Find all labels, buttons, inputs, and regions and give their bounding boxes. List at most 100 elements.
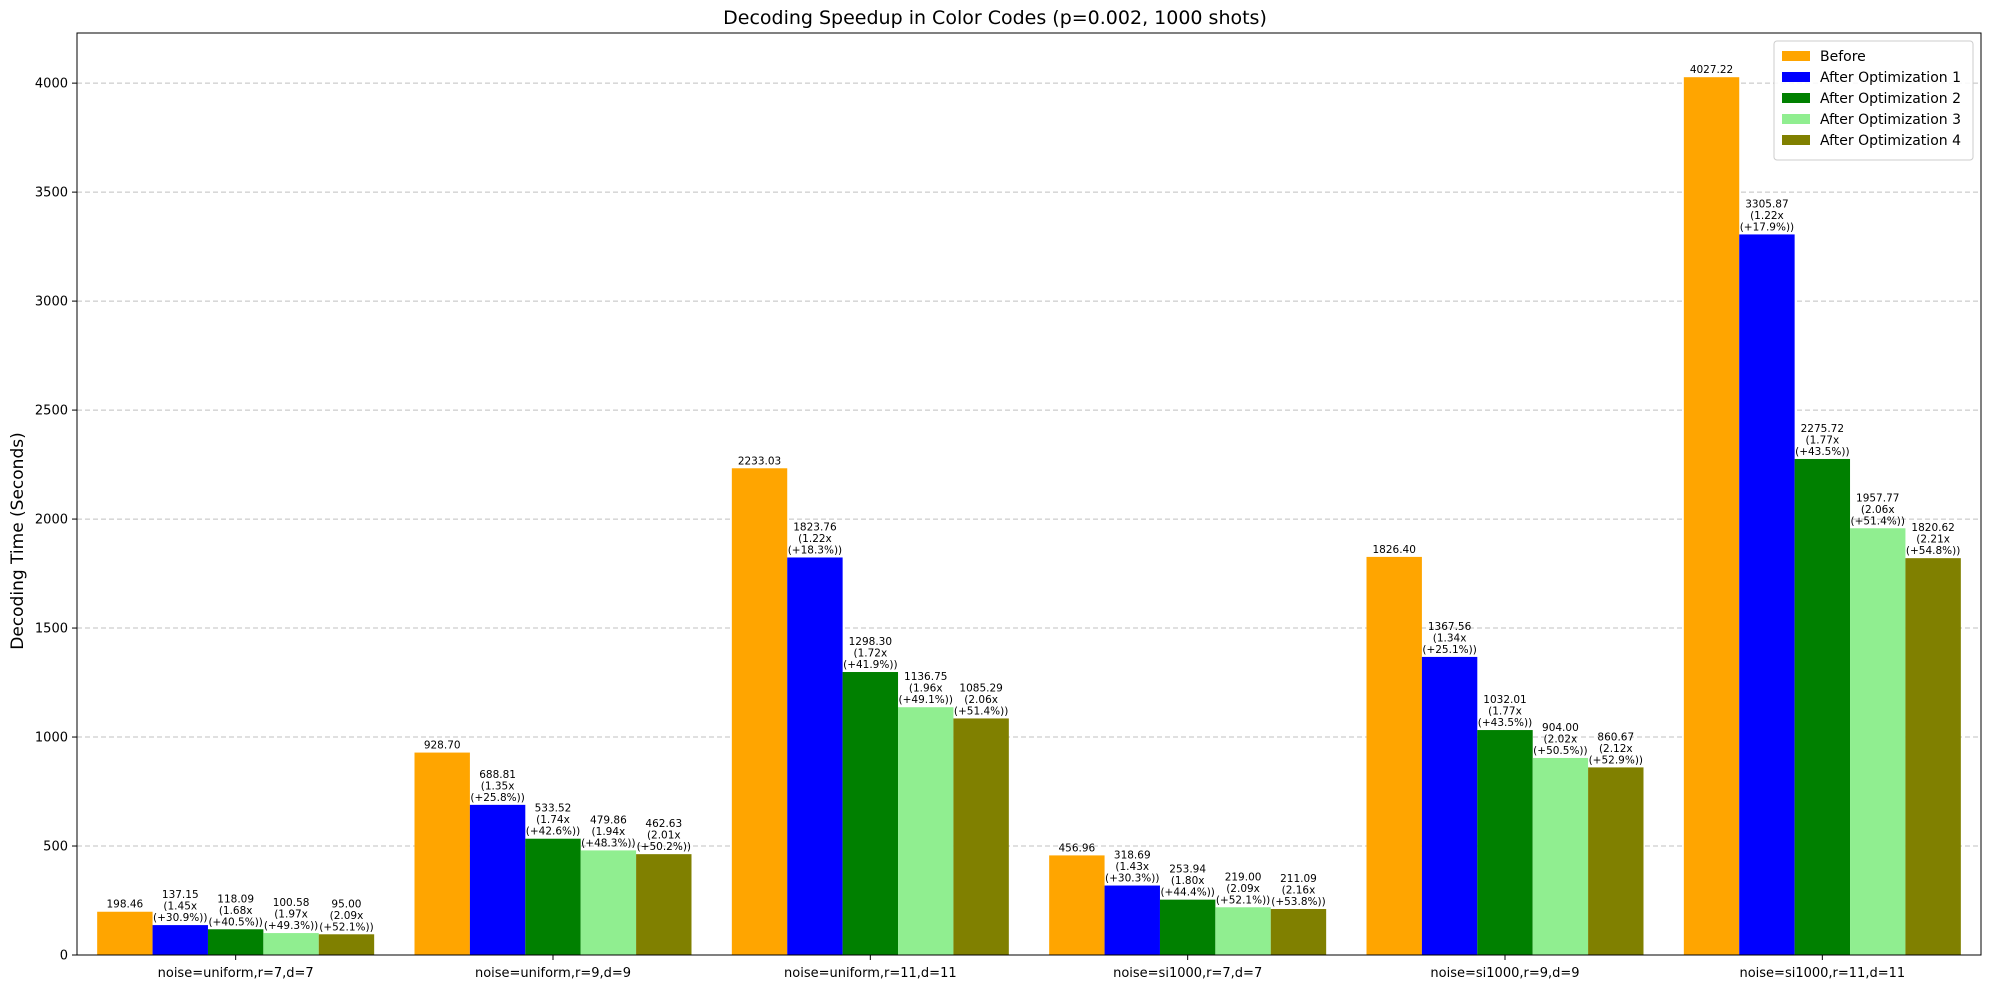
bar-value-label: 253.94 [1169,864,1206,876]
bar-after-optimization-4 [1270,908,1327,955]
x-tick-label: noise=uniform,r=11,d=11 [784,966,957,981]
bar-value-label: 462.63 [645,818,682,830]
bar-value-label: 3305.87 [1745,198,1788,210]
y-tick-label: 1500 [35,622,68,637]
bar-value-label: 1823.76 [793,521,837,533]
bar-after-optimization-1 [1104,885,1160,955]
bar-before [731,468,788,955]
bar-value-label: (1.72x [853,648,887,660]
bar-value-label: (1.80x [1171,875,1205,887]
bar-value-label: (+53.8%)) [1271,896,1325,908]
bar-after-optimization-2 [525,838,581,955]
x-tick-label: noise=uniform,r=7,d=7 [158,966,314,981]
bar-value-label: (1.43x [1115,861,1149,873]
bar-value-label: 211.09 [1280,873,1317,885]
bar-value-label: 1826.40 [1372,544,1415,556]
bar-after-optimization-2 [842,672,899,955]
bar-value-label: (+25.8%)) [470,792,524,804]
legend-swatch [1782,93,1810,103]
bar-value-label: (1.94x [592,826,626,838]
bar-labels-layer: 198.46137.15(1.45x(+30.9%))118.09(1.68x(… [106,64,1960,933]
bar-value-label: (+48.3%)) [581,837,635,849]
y-tick-label: 2000 [35,513,68,528]
bar-after-optimization-3 [263,933,319,955]
x-tick-label: noise=si1000,r=7,d=7 [1113,966,1262,981]
grid-layer [77,82,1981,847]
bar-after-optimization-2 [207,929,264,955]
bar-value-label: (+50.2%)) [637,841,691,853]
bar-value-label: (2.06x [1861,504,1895,516]
bar-after-optimization-3 [1215,907,1271,955]
bar-value-label: 860.67 [1597,731,1634,743]
bars-layer [97,77,1961,955]
bar-value-label: (1.68x [219,905,253,917]
bar-value-label: 1136.75 [904,671,947,683]
legend-label: After Optimization 3 [1820,112,1961,128]
bar-after-optimization-2 [1159,899,1216,955]
bar-value-label: 219.00 [1225,871,1262,883]
bar-value-label: (+43.5%)) [1795,446,1849,458]
bar-value-label: 1820.62 [1911,522,1954,534]
bar-after-optimization-1 [469,804,526,955]
bar-value-label: 1298.30 [849,636,892,648]
bar-value-label: (2.16x [1282,884,1316,896]
legend-label: After Optimization 2 [1820,91,1961,107]
y-axis-label: Decoding Time (Seconds) [8,432,28,649]
bar-value-label: (+54.8%)) [1906,545,1960,557]
bar-after-optimization-3 [580,850,637,955]
plot-frame [76,32,1982,956]
legend-swatch [1782,114,1810,124]
y-tick-label: 1000 [35,731,68,746]
bar-value-label: (+50.5%)) [1533,745,1587,757]
bar-value-label: (1.97x [274,909,308,921]
bar-after-optimization-4 [1905,558,1961,955]
y-tick-label: 4000 [35,77,68,92]
bar-value-label: (+49.1%)) [899,694,953,706]
bar-value-label: (1.34x [1433,632,1467,644]
bar-value-label: (2.21x [1916,534,1950,546]
bar-value-label: 456.96 [1058,842,1095,854]
bar-value-label: 198.46 [106,899,143,911]
bar-value-label: (+40.5%)) [208,916,262,928]
bar-value-label: 118.09 [217,893,254,905]
y-tick-label: 3000 [35,295,68,310]
bar-value-label: (2.06x [964,694,998,706]
bar-value-label: 1367.56 [1428,621,1472,633]
x-tick-label: noise=si1000,r=9,d=9 [1430,966,1579,981]
bar-value-label: (2.09x [1226,883,1260,895]
bar-after-optimization-1 [787,557,843,955]
bar-value-label: 1032.01 [1483,694,1526,706]
bar-after-optimization-2 [1477,730,1533,955]
bar-value-label: (+18.3%)) [788,544,842,556]
bar-value-label: (+17.9%)) [1740,221,1794,233]
bar-before [414,752,470,955]
bar-value-label: 533.52 [535,803,572,815]
legend-label: After Optimization 4 [1820,133,1961,149]
bar-value-label: (2.01x [647,830,681,842]
bar-value-label: 137.15 [162,889,199,901]
bar-after-optimization-4 [636,854,692,955]
legend: Before After Optimization 1 After Optimiza… [1773,40,1974,161]
bar-value-label: (+52.1%)) [319,921,373,933]
bar-value-label: 688.81 [479,769,516,781]
y-tick-label: 2500 [35,404,68,419]
legend-label: After Optimization 1 [1820,70,1961,86]
legend-swatch [1782,51,1810,61]
bar-after-optimization-1 [1421,656,1478,955]
bar-value-label: (1.35x [481,780,515,792]
bar-value-label: (+43.5%)) [1478,717,1532,729]
bar-after-optimization-1 [1739,234,1795,955]
bar-value-label: (1.96x [909,683,943,695]
legend-label: Before [1820,49,1866,65]
bar-after-optimization-3 [1850,528,1906,955]
bar-value-label: (2.09x [330,910,364,922]
bar-value-label: (+51.4%)) [954,705,1008,717]
y-tick-label: 500 [43,840,68,855]
bar-value-label: 100.58 [273,897,310,909]
bar-value-label: (+52.1%)) [1216,894,1270,906]
bar-value-label: (1.74x [536,814,570,826]
bar-before [1366,556,1422,955]
bar-after-optimization-3 [898,707,954,955]
bar-after-optimization-4 [1588,767,1644,955]
